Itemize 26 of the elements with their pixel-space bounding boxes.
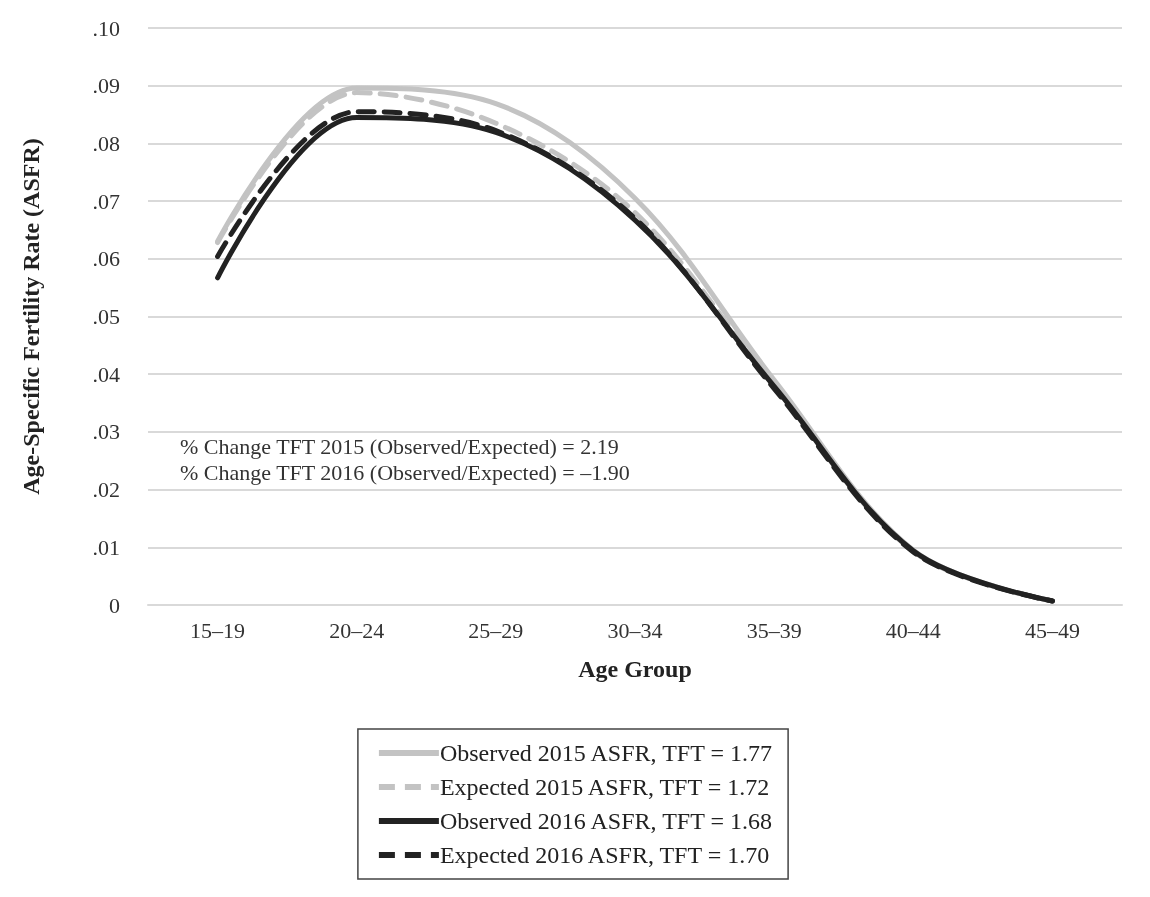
y-tick-label: .06 bbox=[92, 246, 120, 272]
y-tick-label: .10 bbox=[92, 15, 120, 41]
y-tick-label: .08 bbox=[92, 130, 120, 156]
y-tick-label: .01 bbox=[92, 534, 120, 560]
x-tick-label: 15–19 bbox=[190, 617, 246, 643]
annotation: % Change TFT 2015 (Observed/Expected) = 2.19 bbox=[180, 434, 619, 460]
y-tick-label: 0 bbox=[109, 592, 120, 618]
legend-label: Expected 2015 ASFR, TFT = 1.72 bbox=[439, 774, 770, 800]
y-tick-label: .03 bbox=[92, 419, 120, 445]
y-tick-label: .05 bbox=[92, 304, 120, 329]
x-tick-label: 25–29 bbox=[468, 617, 524, 643]
legend-label: Observed 2015 ASFR, TFT = 1.77 bbox=[439, 740, 772, 766]
x-tick-label: 45–49 bbox=[1024, 617, 1080, 643]
x-tick-label: 30–34 bbox=[607, 617, 663, 643]
x-tick-label: 20–24 bbox=[329, 617, 385, 643]
legend-label: Observed 2016 ASFR, TFT = 1.68 bbox=[439, 808, 772, 834]
y-tick-label: .09 bbox=[92, 73, 120, 99]
x-axis-title: Age Group bbox=[578, 656, 692, 682]
legend-label: Expected 2016 ASFR, TFT = 1.70 bbox=[439, 842, 770, 868]
x-tick-label: 35–39 bbox=[746, 617, 802, 643]
y-tick-label: .07 bbox=[92, 188, 120, 214]
annotation: % Change TFT 2016 (Observed/Expected) = –1.90 bbox=[180, 460, 630, 486]
y-tick-label: .04 bbox=[92, 361, 120, 387]
x-tick-label: 40–44 bbox=[885, 617, 941, 643]
y-tick-label: .02 bbox=[92, 477, 120, 503]
y-axis-title: Age-Specific Fertility Rate (ASFR) bbox=[18, 138, 44, 495]
